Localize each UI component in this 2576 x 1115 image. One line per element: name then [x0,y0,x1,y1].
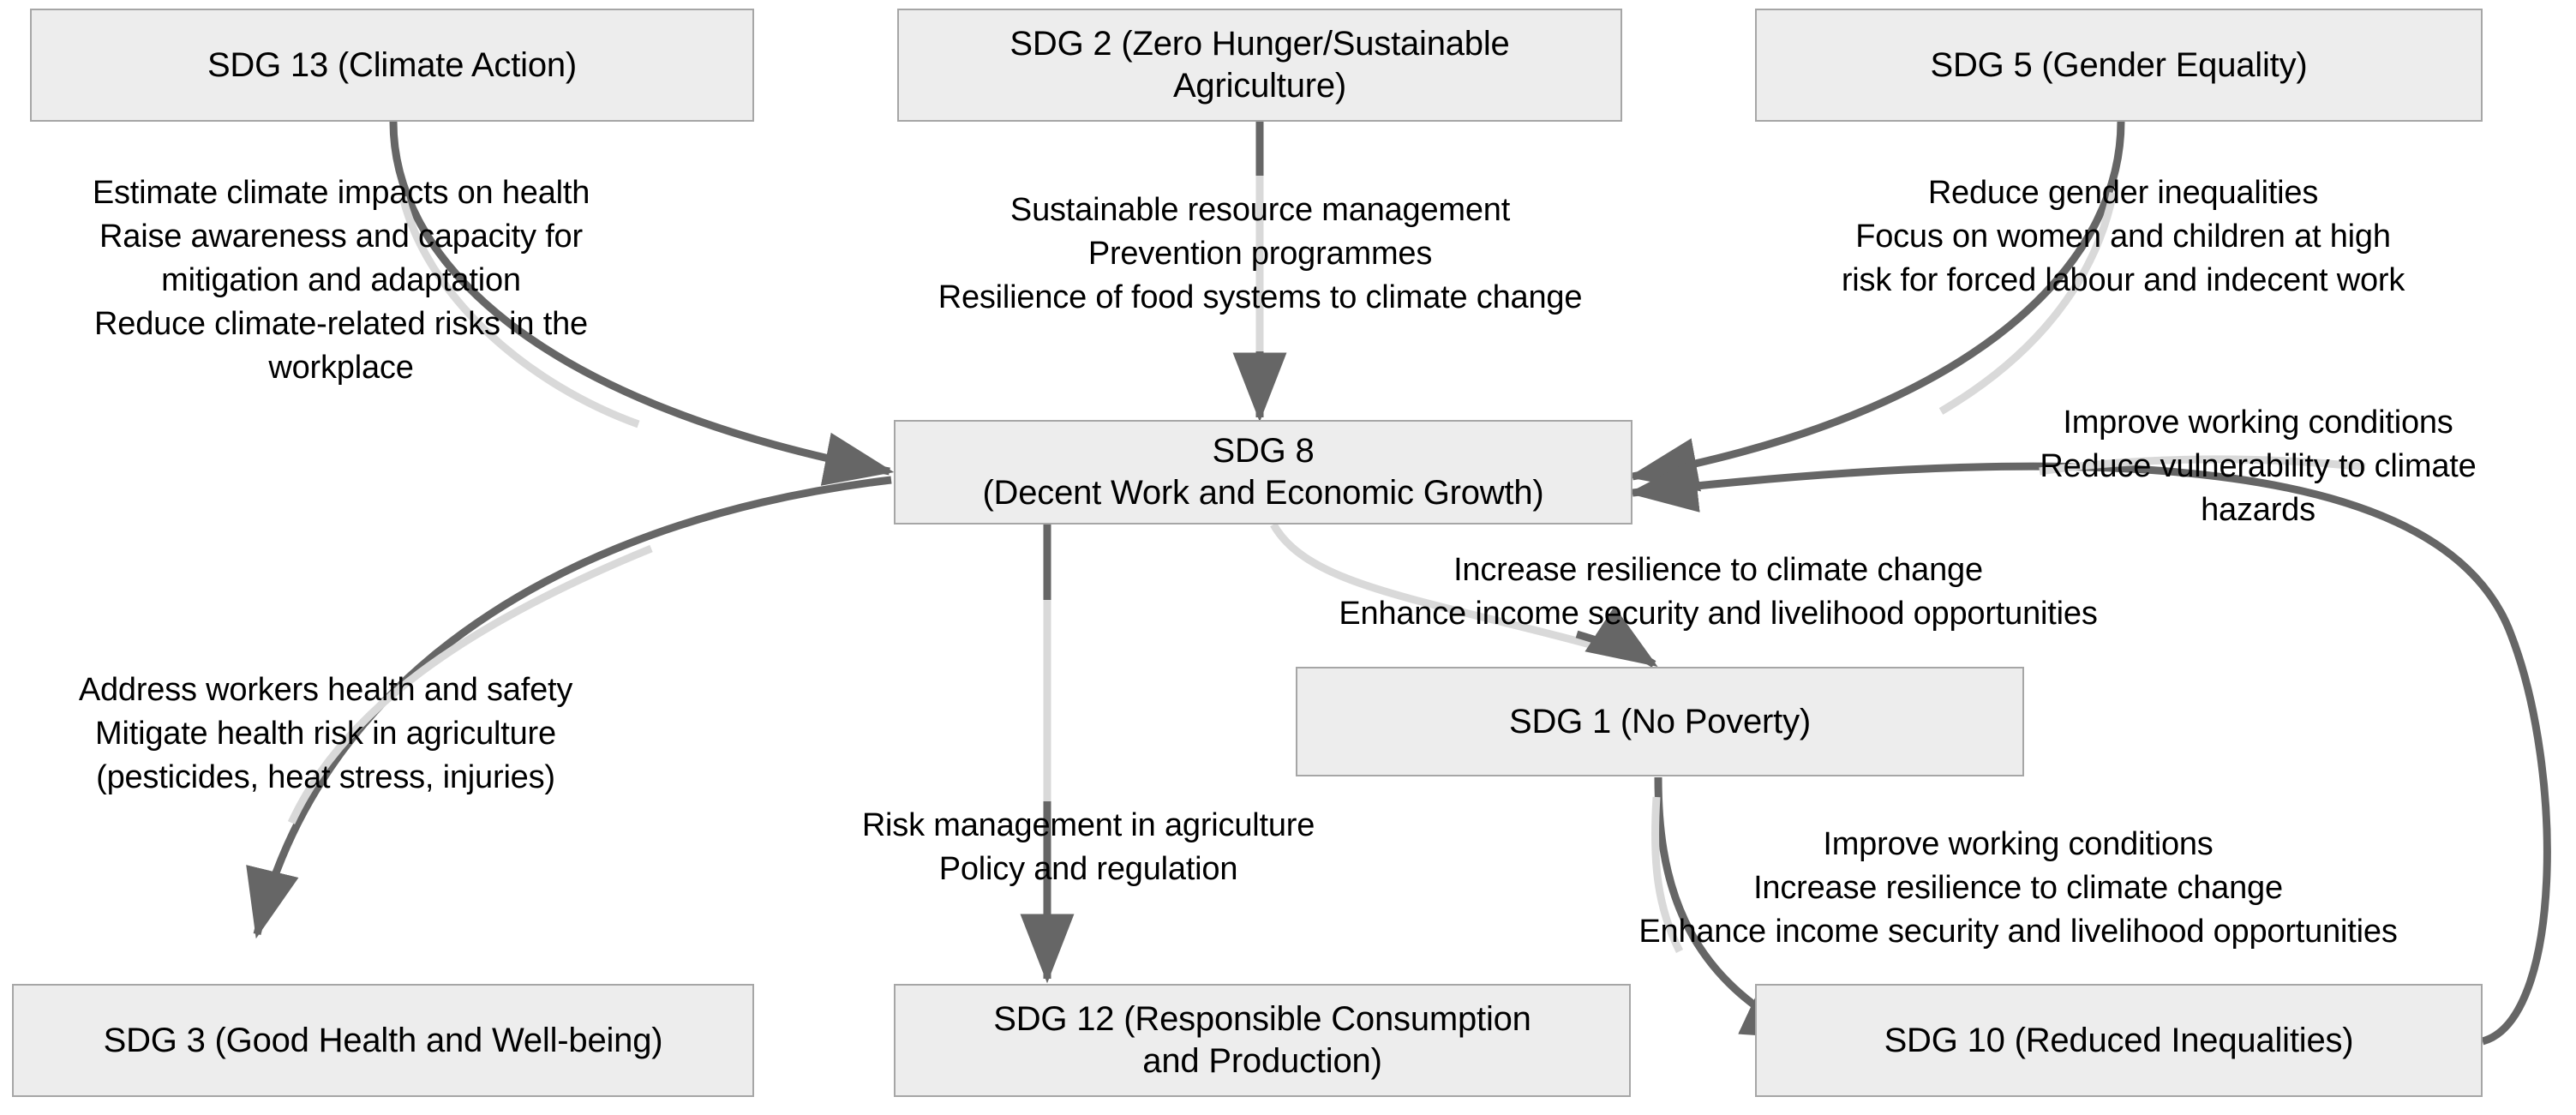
edge-label-sdg10-to-sdg8: Improve working conditions Reduce vulner… [2040,405,2477,528]
node-sdg8-label: SDG 8 (Decent Work and Economic Growth) [982,432,1544,512]
edge-label-sdg8-to-sdg1: Increase resilience to climate change En… [1339,552,2098,632]
node-sdg5[interactable]: SDG 5 (Gender Equality) [1755,9,2483,122]
edge-label-sdg8-to-sdg12: Risk management in agriculture Policy an… [861,807,1315,887]
node-sdg13-label: SDG 13 (Climate Action) [207,45,578,84]
node-sdg2[interactable]: SDG 2 (Zero Hunger/Sustainable Agricultu… [897,9,1622,122]
node-sdg3[interactable]: SDG 3 (Good Health and Well-being) [12,984,754,1097]
node-sdg8[interactable]: SDG 8 (Decent Work and Economic Growth) [894,420,1632,525]
node-sdg12[interactable]: SDG 12 (Responsible Consumption and Prod… [894,984,1631,1097]
edge-sdg8-to-sdg1-head [1575,606,1658,668]
node-sdg10[interactable]: SDG 10 (Reduced Inequalities) [1755,984,2483,1097]
node-sdg10-label: SDG 10 (Reduced Inequalities) [1884,1021,2354,1059]
edge-label-sdg8-to-sdg3: Address workers health and safety Mitiga… [78,672,573,795]
node-sdg1-label: SDG 1 (No Poverty) [1508,702,1812,740]
node-sdg13[interactable]: SDG 13 (Climate Action) [30,9,754,122]
node-sdg3-label: SDG 3 (Good Health and Well-being) [103,1021,663,1059]
edge-label-sdg5-to-sdg8: Reduce gender inequalities Focus on wome… [1841,175,2405,298]
node-sdg12-label: SDG 12 (Responsible Consumption and Prod… [993,1000,1531,1080]
node-sdg5-label: SDG 5 (Gender Equality) [1930,45,2308,84]
node-sdg1[interactable]: SDG 1 (No Poverty) [1296,667,2024,776]
edge-label-sdg1-to-sdg10: Improve working conditions Increase resi… [1638,826,2398,950]
edge-label-sdg13-to-sdg8: Estimate climate impacts on health Raise… [92,175,590,386]
node-sdg2-label: SDG 2 (Zero Hunger/Sustainable Agricultu… [1009,25,1510,105]
edge-label-sdg2-to-sdg8: Sustainable resource management Preventi… [938,192,1583,315]
